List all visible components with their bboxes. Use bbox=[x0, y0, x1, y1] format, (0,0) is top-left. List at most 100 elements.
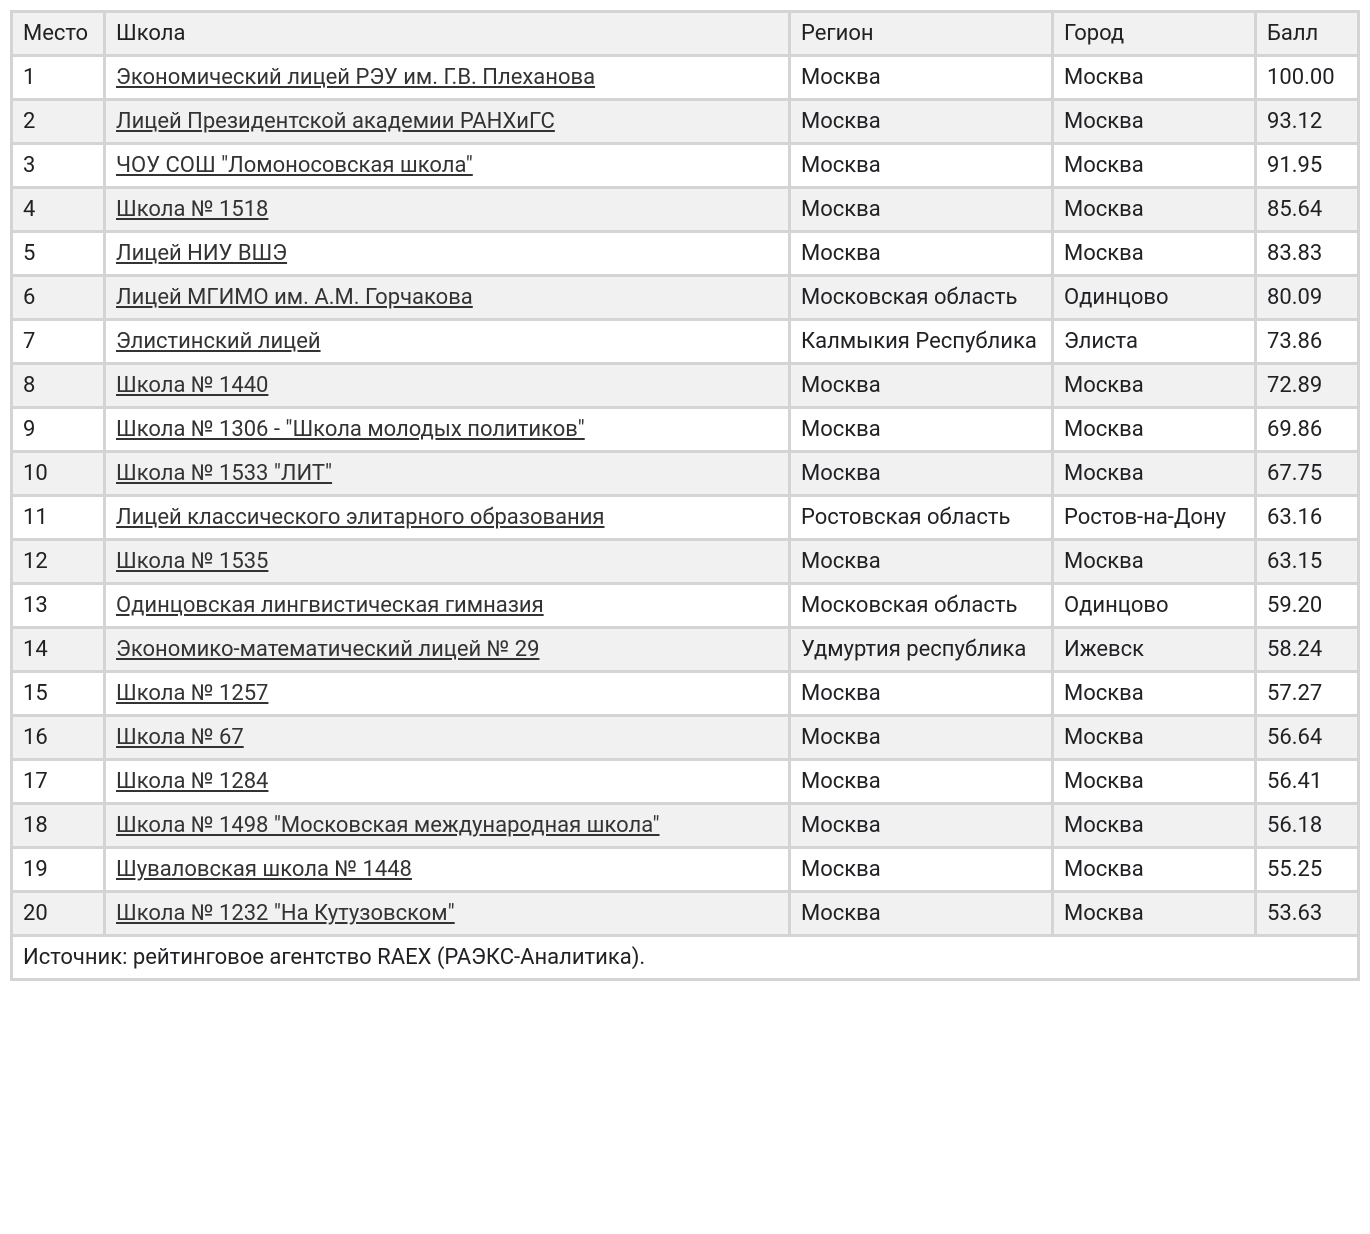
table-footer-source: Источник: рейтинговое агентство RAEX (РА… bbox=[13, 937, 1357, 978]
cell-city: Ростов-на-Дону bbox=[1054, 497, 1254, 538]
cell-school: Экономический лицей РЭУ им. Г.В. Плехано… bbox=[106, 57, 788, 98]
cell-rank: 10 bbox=[13, 453, 103, 494]
school-link[interactable]: Лицей НИУ ВШЭ bbox=[116, 241, 287, 266]
cell-city: Одинцово bbox=[1054, 585, 1254, 626]
table-row: 2Лицей Президентской академии РАНХиГСМос… bbox=[13, 101, 1357, 142]
table-row: 13Одинцовская лингвистическая гимназияМо… bbox=[13, 585, 1357, 626]
school-link[interactable]: Лицей МГИМО им. А.М. Горчакова bbox=[116, 285, 473, 310]
cell-region: Москва bbox=[791, 189, 1051, 230]
school-link[interactable]: Школа № 1518 bbox=[116, 197, 268, 222]
table-row: 1Экономический лицей РЭУ им. Г.В. Плехан… bbox=[13, 57, 1357, 98]
cell-region: Ростовская область bbox=[791, 497, 1051, 538]
cell-city: Москва bbox=[1054, 849, 1254, 890]
cell-score: 63.16 bbox=[1257, 497, 1357, 538]
cell-school: Школа № 67 bbox=[106, 717, 788, 758]
school-link[interactable]: Школа № 1306 - "Школа молодых политиков" bbox=[116, 417, 585, 442]
table-header-row: Место Школа Регион Город Балл bbox=[13, 13, 1357, 54]
cell-city: Ижевск bbox=[1054, 629, 1254, 670]
cell-city: Одинцово bbox=[1054, 277, 1254, 318]
cell-rank: 3 bbox=[13, 145, 103, 186]
cell-rank: 7 bbox=[13, 321, 103, 362]
cell-city: Москва bbox=[1054, 761, 1254, 802]
col-header-rank: Место bbox=[13, 13, 103, 54]
table-row: 8Школа № 1440МоскваМосква72.89 bbox=[13, 365, 1357, 406]
table-footer-row: Источник: рейтинговое агентство RAEX (РА… bbox=[13, 937, 1357, 978]
cell-region: Москва bbox=[791, 57, 1051, 98]
cell-score: 67.75 bbox=[1257, 453, 1357, 494]
cell-city: Москва bbox=[1054, 101, 1254, 142]
school-link[interactable]: Школа № 67 bbox=[116, 725, 244, 750]
cell-region: Москва bbox=[791, 717, 1051, 758]
cell-region: Удмуртия республика bbox=[791, 629, 1051, 670]
cell-score: 63.15 bbox=[1257, 541, 1357, 582]
cell-region: Москва bbox=[791, 101, 1051, 142]
cell-city: Москва bbox=[1054, 145, 1254, 186]
cell-region: Москва bbox=[791, 453, 1051, 494]
cell-school: Лицей Президентской академии РАНХиГС bbox=[106, 101, 788, 142]
col-header-city: Город bbox=[1054, 13, 1254, 54]
table-row: 19Шуваловская школа № 1448МоскваМосква55… bbox=[13, 849, 1357, 890]
cell-rank: 14 bbox=[13, 629, 103, 670]
cell-rank: 4 bbox=[13, 189, 103, 230]
cell-region: Калмыкия Республика bbox=[791, 321, 1051, 362]
cell-school: Школа № 1535 bbox=[106, 541, 788, 582]
school-link[interactable]: Лицей Президентской академии РАНХиГС bbox=[116, 109, 555, 134]
cell-rank: 19 bbox=[13, 849, 103, 890]
cell-school: Школа № 1232 "На Кутузовском" bbox=[106, 893, 788, 934]
table-row: 4Школа № 1518МоскваМосква85.64 bbox=[13, 189, 1357, 230]
school-link[interactable]: Экономический лицей РЭУ им. Г.В. Плехано… bbox=[116, 65, 595, 90]
cell-school: Одинцовская лингвистическая гимназия bbox=[106, 585, 788, 626]
cell-score: 93.12 bbox=[1257, 101, 1357, 142]
cell-school: Школа № 1498 "Московская международная ш… bbox=[106, 805, 788, 846]
school-link[interactable]: Школа № 1232 "На Кутузовском" bbox=[116, 901, 455, 926]
cell-city: Москва bbox=[1054, 57, 1254, 98]
table-row: 20Школа № 1232 "На Кутузовском"МоскваМос… bbox=[13, 893, 1357, 934]
school-link[interactable]: Школа № 1257 bbox=[116, 681, 268, 706]
table-row: 11 Лицей классического элитарного образов… bbox=[13, 497, 1357, 538]
cell-city: Москва bbox=[1054, 189, 1254, 230]
cell-school: Лицей МГИМО им. А.М. Горчакова bbox=[106, 277, 788, 318]
cell-region: Москва bbox=[791, 673, 1051, 714]
table-row: 10Школа № 1533 "ЛИТ"МоскваМосква67.75 bbox=[13, 453, 1357, 494]
cell-school: Школа № 1306 - "Школа молодых политиков" bbox=[106, 409, 788, 450]
cell-city: Москва bbox=[1054, 453, 1254, 494]
cell-school: Школа № 1533 "ЛИТ" bbox=[106, 453, 788, 494]
school-link[interactable]: Одинцовская лингвистическая гимназия bbox=[116, 593, 544, 618]
school-link[interactable]: Школа № 1498 "Московская международная ш… bbox=[116, 813, 660, 838]
cell-score: 85.64 bbox=[1257, 189, 1357, 230]
cell-region: Москва bbox=[791, 233, 1051, 274]
cell-region: Московская область bbox=[791, 585, 1051, 626]
table-row: 6Лицей МГИМО им. А.М. ГорчаковаМосковска… bbox=[13, 277, 1357, 318]
school-link[interactable]: Лицей классического элитарного образован… bbox=[116, 505, 605, 530]
table-row: 15Школа № 1257МоскваМосква57.27 bbox=[13, 673, 1357, 714]
cell-rank: 18 bbox=[13, 805, 103, 846]
table-row: 12Школа № 1535МоскваМосква63.15 bbox=[13, 541, 1357, 582]
col-header-region: Регион bbox=[791, 13, 1051, 54]
table-row: 18 Школа № 1498 "Московская международная… bbox=[13, 805, 1357, 846]
cell-region: Москва bbox=[791, 541, 1051, 582]
school-link[interactable]: ЧОУ СОШ "Ломоносовская школа" bbox=[116, 153, 473, 178]
school-link[interactable]: Школа № 1535 bbox=[116, 549, 268, 574]
cell-region: Московская область bbox=[791, 277, 1051, 318]
school-link[interactable]: Элистинский лицей bbox=[116, 329, 321, 354]
cell-score: 72.89 bbox=[1257, 365, 1357, 406]
table-row: 5Лицей НИУ ВШЭМоскваМосква83.83 bbox=[13, 233, 1357, 274]
school-link[interactable]: Школа № 1284 bbox=[116, 769, 268, 794]
cell-city: Элиста bbox=[1054, 321, 1254, 362]
cell-rank: 8 bbox=[13, 365, 103, 406]
school-link[interactable]: Шуваловская школа № 1448 bbox=[116, 857, 412, 882]
cell-region: Москва bbox=[791, 849, 1051, 890]
cell-score: 59.20 bbox=[1257, 585, 1357, 626]
cell-region: Москва bbox=[791, 893, 1051, 934]
cell-school: Лицей НИУ ВШЭ bbox=[106, 233, 788, 274]
cell-rank: 16 bbox=[13, 717, 103, 758]
cell-school: Школа № 1284 bbox=[106, 761, 788, 802]
cell-school: Экономико-математический лицей № 29 bbox=[106, 629, 788, 670]
cell-city: Москва bbox=[1054, 409, 1254, 450]
cell-rank: 11 bbox=[13, 497, 103, 538]
school-link[interactable]: Экономико-математический лицей № 29 bbox=[116, 637, 539, 662]
cell-score: 55.25 bbox=[1257, 849, 1357, 890]
school-link[interactable]: Школа № 1533 "ЛИТ" bbox=[116, 461, 332, 486]
school-link[interactable]: Школа № 1440 bbox=[116, 373, 268, 398]
cell-city: Москва bbox=[1054, 673, 1254, 714]
